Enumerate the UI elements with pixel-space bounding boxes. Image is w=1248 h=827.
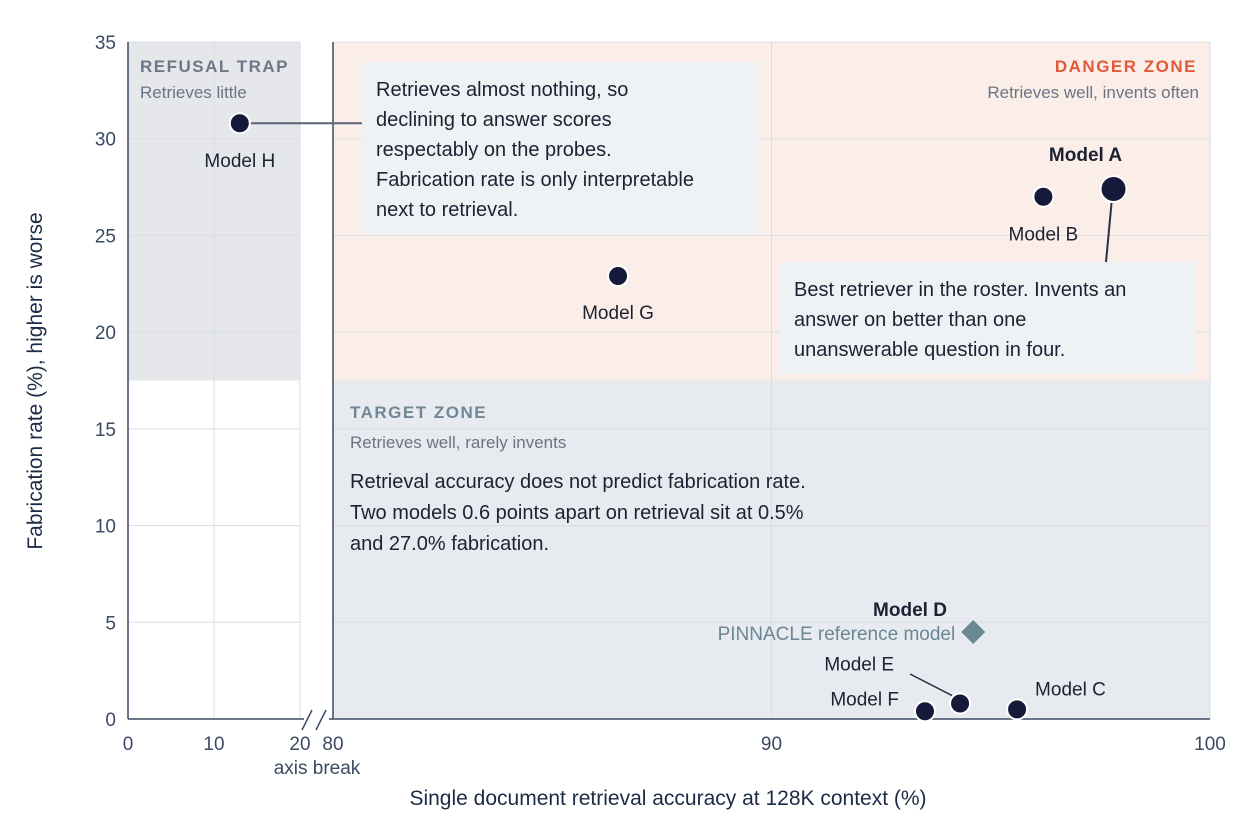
x-axis-title: Single document retrieval accuracy at 12… xyxy=(409,787,926,810)
data-point xyxy=(949,692,972,715)
point-label: Model F xyxy=(830,689,899,710)
model-h-note-line: declining to answer scores xyxy=(376,109,612,131)
y-tick-label: 0 xyxy=(105,710,116,731)
point-label: Model G xyxy=(582,303,654,324)
model-h-note-box xyxy=(362,62,760,234)
point-label: Model C xyxy=(1035,679,1106,700)
x-tick-label: 20 xyxy=(289,734,310,755)
target-zone-title: TARGET ZONE xyxy=(350,403,487,422)
connector-line xyxy=(1105,202,1113,263)
danger-zone-subtitle: Retrieves well, invents often xyxy=(987,83,1199,102)
data-point xyxy=(1099,175,1128,204)
danger-zone-title: DANGER ZONE xyxy=(1055,57,1197,76)
y-tick-label: 30 xyxy=(95,130,116,151)
target-note-line: and 27.0% fabrication. xyxy=(350,533,549,555)
point-label: Model E xyxy=(824,655,894,676)
x-tick-label: 80 xyxy=(322,734,343,755)
data-point xyxy=(1032,185,1055,208)
y-tick-label: 10 xyxy=(95,517,116,538)
y-tick-label: 5 xyxy=(105,613,116,634)
x-tick-label: 90 xyxy=(761,734,782,755)
model-a-note-line: unanswerable question in four. xyxy=(794,339,1065,361)
reference-label: PINNACLE reference model xyxy=(718,624,956,645)
reference-marker xyxy=(961,619,986,644)
data-point xyxy=(607,265,630,288)
x-tick-label: 100 xyxy=(1194,734,1226,755)
highlight-label: Model D xyxy=(873,600,947,621)
connector-line xyxy=(909,673,953,697)
x-tick-label: 0 xyxy=(123,734,134,755)
y-axis-title: Fabrication rate (%), higher is worse xyxy=(24,212,47,549)
refusal-zone-subtitle: Retrieves little xyxy=(140,83,247,102)
y-tick-label: 15 xyxy=(95,420,116,441)
data-point xyxy=(913,700,936,723)
model-a-note-line: answer on better than one xyxy=(794,309,1026,331)
target-note-line: Two models 0.6 points apart on retrieval… xyxy=(350,502,804,524)
axis-break-mark xyxy=(301,709,313,731)
model-h-note-line: next to retrieval. xyxy=(376,199,518,221)
model-a-note-box xyxy=(780,262,1196,374)
model-h-note-line: Fabrication rate is only interpretable xyxy=(376,169,694,191)
point-label: Model B xyxy=(1009,225,1079,246)
y-tick-label: 35 xyxy=(95,33,116,54)
target-note-line: Retrieval accuracy does not predict fabr… xyxy=(350,471,806,493)
point-label: Model H xyxy=(204,151,275,172)
point-label: Model A xyxy=(1049,145,1122,166)
axis-break-label: axis break xyxy=(274,758,361,779)
data-point xyxy=(1006,698,1029,721)
refusal-zone-title: REFUSAL TRAP xyxy=(140,57,289,76)
target-zone-subtitle: Retrieves well, rarely invents xyxy=(350,433,566,452)
model-h-note-line: Retrieves almost nothing, so xyxy=(376,79,628,101)
axis-break-mark xyxy=(315,709,327,731)
x-tick-label: 10 xyxy=(203,734,224,755)
y-tick-label: 20 xyxy=(95,323,116,344)
y-tick-label: 25 xyxy=(95,226,116,247)
model-a-note-line: Best retriever in the roster. Invents an xyxy=(794,279,1126,301)
model-h-note-line: respectably on the probes. xyxy=(376,139,612,161)
data-point xyxy=(228,112,251,135)
